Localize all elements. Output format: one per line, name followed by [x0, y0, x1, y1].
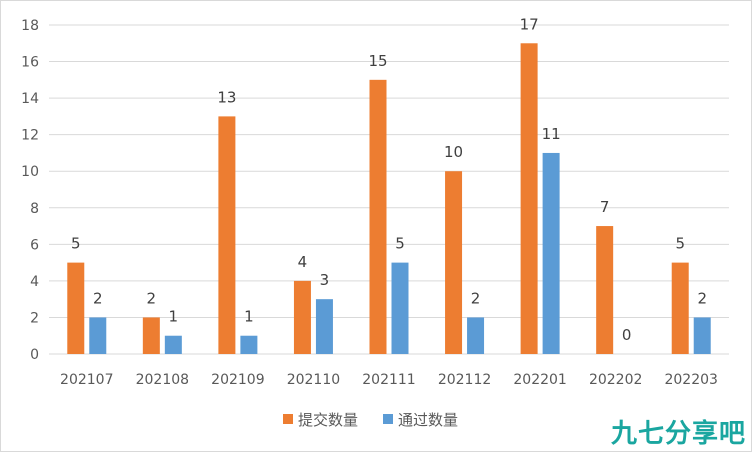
data-label: 5: [675, 235, 685, 253]
bar-passed: [89, 317, 106, 354]
bar-submitted: [445, 171, 462, 354]
bar-submitted: [596, 226, 613, 354]
data-label: 2: [93, 289, 103, 307]
y-tick-label: 14: [21, 91, 39, 107]
data-label: 10: [444, 143, 463, 161]
bar-passed: [316, 299, 333, 354]
x-tick-label: 202108: [136, 372, 189, 388]
bar-submitted: [672, 263, 689, 354]
y-tick-label: 2: [30, 310, 39, 326]
bar-passed: [165, 336, 182, 354]
bar-passed: [467, 317, 484, 354]
y-tick-label: 18: [21, 18, 39, 34]
data-label: 0: [622, 326, 632, 344]
data-label: 5: [395, 235, 405, 253]
data-label: 2: [471, 289, 481, 307]
x-tick-label: 202201: [513, 372, 566, 388]
x-tick-label: 202110: [287, 372, 340, 388]
x-tick-label: 202111: [362, 372, 415, 388]
y-tick-label: 4: [30, 274, 39, 290]
data-label: 2: [697, 289, 707, 307]
bar-submitted: [521, 43, 538, 354]
x-tick-label: 202109: [211, 372, 264, 388]
data-label: 5: [71, 235, 81, 253]
y-tick-label: 0: [30, 347, 39, 363]
y-tick-label: 8: [30, 201, 39, 217]
bar-passed: [543, 153, 560, 354]
data-label: 1: [169, 308, 179, 326]
data-label: 13: [217, 88, 236, 106]
y-tick-label: 10: [21, 164, 39, 180]
x-tick-label: 202112: [438, 372, 491, 388]
data-label: 11: [542, 125, 561, 143]
y-tick-label: 16: [21, 55, 39, 71]
bar-submitted: [67, 263, 84, 354]
data-label: 2: [147, 289, 157, 307]
legend-swatch: [283, 414, 293, 424]
y-tick-label: 12: [21, 128, 39, 144]
legend-label: 通过数量: [398, 411, 458, 429]
data-label: 4: [298, 253, 308, 271]
bar-passed: [694, 317, 711, 354]
data-label: 7: [600, 198, 610, 216]
watermark-logo: 九七分享吧: [611, 413, 746, 450]
x-tick-label: 202203: [664, 372, 717, 388]
bar-passed: [240, 336, 257, 354]
data-label: 17: [520, 15, 539, 33]
x-tick-label: 202107: [60, 372, 113, 388]
bar-submitted: [143, 317, 160, 354]
y-tick-label: 6: [30, 237, 39, 253]
data-label: 1: [244, 308, 254, 326]
legend-swatch: [383, 414, 393, 424]
bar-submitted: [370, 80, 387, 354]
data-label: 15: [368, 52, 387, 70]
x-tick-label: 202202: [589, 372, 642, 388]
legend-label: 提交数量: [298, 411, 358, 429]
bar-submitted: [294, 281, 311, 354]
bar-submitted: [218, 116, 235, 354]
data-label: 3: [320, 271, 330, 289]
bar-passed: [392, 263, 409, 354]
